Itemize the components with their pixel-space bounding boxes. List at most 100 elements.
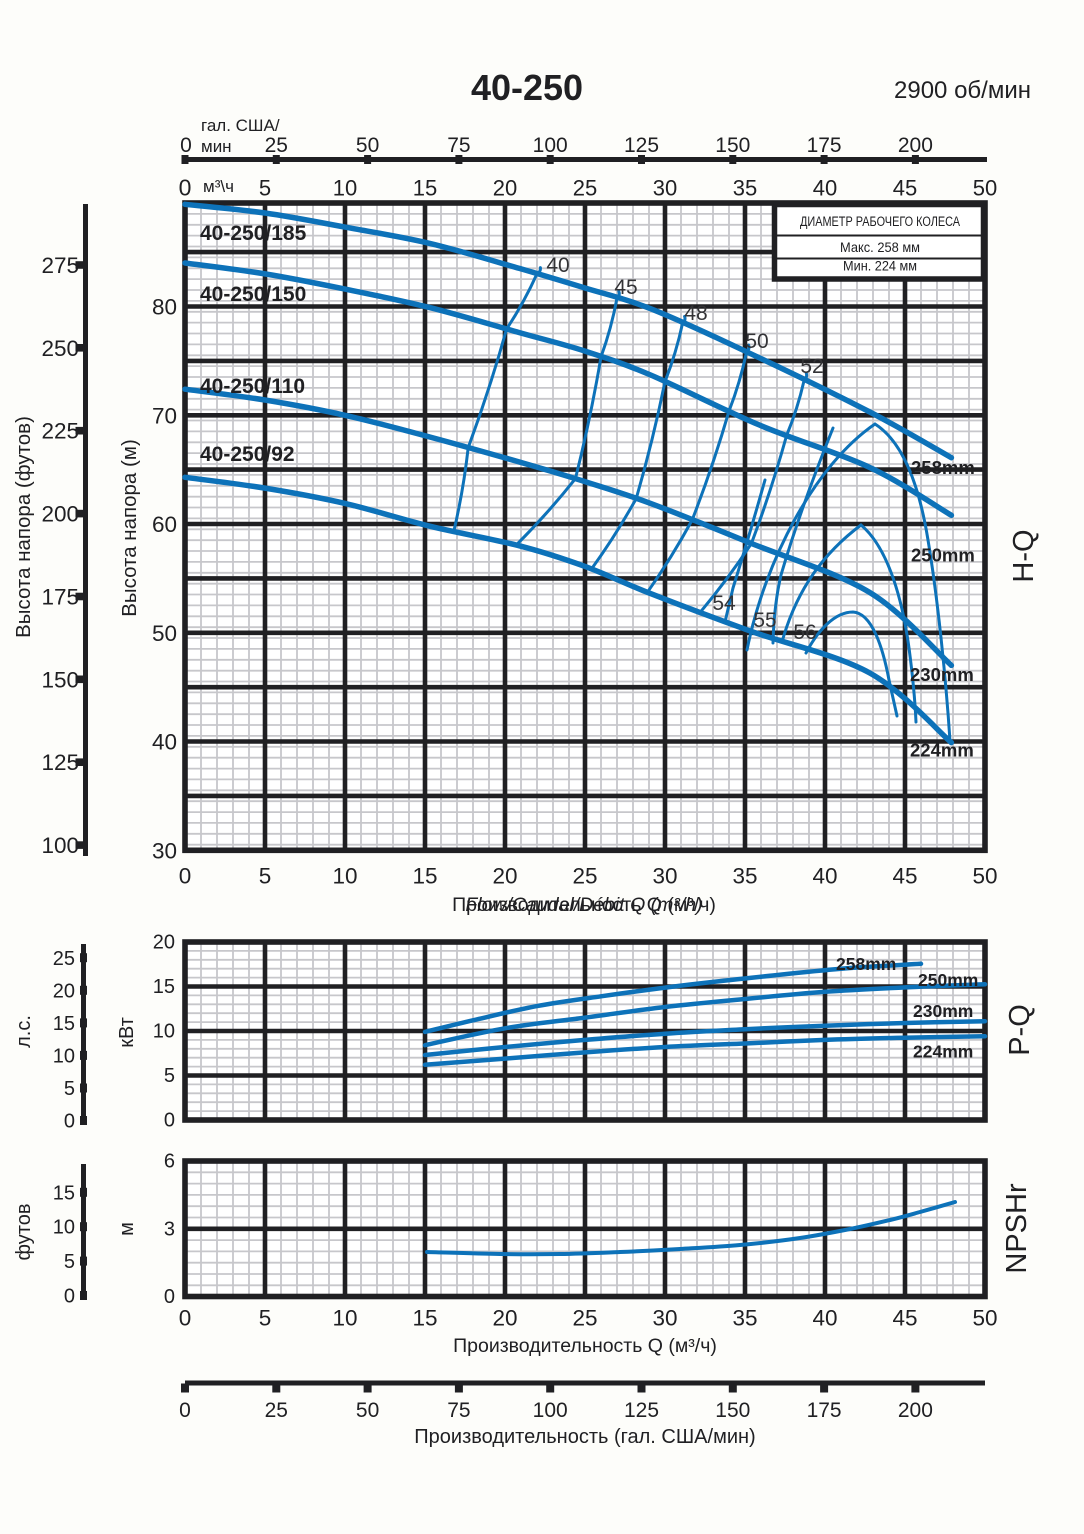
svg-text:ДИАМЕТР РАБОЧЕГО КОЛЕСА: ДИАМЕТР РАБОЧЕГО КОЛЕСА	[800, 214, 960, 229]
svg-text:0: 0	[64, 1286, 75, 1308]
svg-text:50: 50	[152, 621, 177, 646]
svg-text:0: 0	[164, 1110, 175, 1132]
svg-text:футов: футов	[13, 1204, 35, 1261]
svg-text:250mm: 250mm	[911, 545, 975, 566]
svg-text:40-250: 40-250	[471, 67, 583, 108]
svg-text:100: 100	[533, 134, 568, 157]
svg-text:Производительность Q (м³/ч): Производительность Q (м³/ч)	[452, 894, 716, 916]
svg-text:м: м	[116, 1222, 138, 1236]
svg-text:50: 50	[973, 176, 997, 201]
svg-text:0: 0	[164, 1286, 175, 1308]
svg-text:48: 48	[684, 302, 707, 325]
svg-text:75: 75	[447, 134, 470, 157]
svg-text:45: 45	[892, 1306, 917, 1331]
svg-text:35: 35	[732, 864, 757, 889]
svg-text:50: 50	[356, 134, 379, 157]
svg-text:175: 175	[41, 584, 79, 609]
svg-text:л.с.: л.с.	[13, 1015, 35, 1048]
svg-text:20: 20	[53, 980, 75, 1002]
svg-text:15: 15	[153, 976, 175, 998]
svg-text:56: 56	[793, 621, 816, 644]
svg-text:275: 275	[41, 253, 79, 278]
svg-text:30: 30	[152, 838, 177, 863]
svg-text:30: 30	[652, 864, 677, 889]
svg-text:225: 225	[41, 419, 79, 444]
svg-text:0: 0	[180, 134, 192, 157]
svg-text:200: 200	[898, 1399, 933, 1422]
svg-text:35: 35	[733, 176, 757, 201]
svg-text:5: 5	[259, 1306, 272, 1331]
svg-text:25: 25	[572, 864, 597, 889]
svg-text:45: 45	[892, 864, 917, 889]
svg-text:224mm: 224mm	[910, 740, 974, 761]
svg-text:175: 175	[807, 134, 842, 157]
svg-text:230mm: 230mm	[910, 664, 974, 685]
svg-text:20: 20	[492, 1306, 517, 1331]
svg-text:50: 50	[972, 864, 997, 889]
svg-text:Мин. 224 мм: Мин. 224 мм	[843, 259, 917, 274]
svg-text:10: 10	[333, 176, 357, 201]
svg-text:25: 25	[573, 176, 597, 201]
svg-text:100: 100	[533, 1399, 568, 1422]
svg-text:Высота напора (м): Высота напора (м)	[118, 439, 141, 617]
svg-text:60: 60	[152, 512, 177, 537]
svg-text:0: 0	[179, 1399, 191, 1422]
svg-text:10: 10	[332, 864, 357, 889]
svg-text:15: 15	[412, 1306, 437, 1331]
svg-text:50: 50	[745, 330, 768, 353]
svg-text:45: 45	[893, 176, 917, 201]
svg-text:H-Q: H-Q	[1008, 529, 1040, 582]
svg-text:NPSHr: NPSHr	[1001, 1183, 1033, 1274]
svg-text:5: 5	[164, 1065, 175, 1087]
svg-text:40-250/92: 40-250/92	[200, 443, 295, 466]
svg-text:250: 250	[41, 336, 79, 361]
svg-text:20: 20	[493, 176, 517, 201]
svg-text:Производительность Q (м³/ч): Производительность Q (м³/ч)	[453, 1335, 717, 1357]
svg-text:25: 25	[265, 1399, 288, 1422]
svg-text:150: 150	[715, 1399, 750, 1422]
svg-text:40: 40	[812, 1306, 837, 1331]
svg-text:200: 200	[41, 502, 79, 527]
svg-text:20: 20	[153, 932, 175, 954]
svg-text:6: 6	[164, 1151, 175, 1173]
svg-text:80: 80	[152, 295, 177, 320]
svg-text:200: 200	[898, 134, 933, 157]
svg-text:P-Q: P-Q	[1004, 1004, 1036, 1056]
svg-text:40-250/185: 40-250/185	[200, 222, 307, 245]
svg-text:75: 75	[447, 1399, 470, 1422]
svg-text:кВт: кВт	[116, 1017, 138, 1048]
svg-text:35: 35	[732, 1306, 757, 1331]
svg-text:15: 15	[53, 1013, 75, 1035]
svg-text:Производительность (гал. США/м: Производительность (гал. США/мин)	[414, 1426, 755, 1448]
svg-text:25: 25	[572, 1306, 597, 1331]
svg-text:258mm: 258mm	[911, 457, 975, 478]
svg-text:175: 175	[807, 1399, 842, 1422]
svg-text:15: 15	[412, 864, 437, 889]
svg-text:40: 40	[813, 176, 837, 201]
svg-text:40-250/150: 40-250/150	[200, 283, 306, 306]
svg-text:25: 25	[53, 948, 75, 970]
svg-text:258mm: 258mm	[836, 954, 896, 974]
svg-text:40-250/110: 40-250/110	[200, 375, 305, 398]
svg-text:0: 0	[179, 1306, 192, 1331]
svg-text:150: 150	[41, 667, 79, 692]
svg-text:15: 15	[413, 176, 437, 201]
svg-text:30: 30	[652, 1306, 677, 1331]
svg-text:25: 25	[265, 134, 288, 157]
svg-text:2900 об/мин: 2900 об/мин	[894, 77, 1031, 104]
svg-text:10: 10	[53, 1217, 75, 1239]
svg-text:гал. США/: гал. США/	[201, 116, 280, 135]
svg-text:250mm: 250mm	[918, 970, 978, 990]
svg-text:0: 0	[179, 175, 192, 201]
svg-text:Flow/Caudal/Débit Q (m³/h): Flow/Caudal/Débit Q (m³/h)	[465, 894, 702, 916]
svg-text:15: 15	[53, 1182, 75, 1204]
svg-text:70: 70	[152, 403, 177, 428]
svg-text:125: 125	[41, 750, 79, 775]
svg-text:Макс. 258 мм: Макс. 258 мм	[840, 240, 920, 255]
svg-text:125: 125	[624, 1399, 659, 1422]
svg-text:125: 125	[624, 134, 659, 157]
svg-text:10: 10	[153, 1021, 175, 1043]
svg-text:м³\ч: м³\ч	[203, 177, 234, 196]
svg-text:54: 54	[712, 592, 736, 615]
svg-text:5: 5	[259, 864, 272, 889]
